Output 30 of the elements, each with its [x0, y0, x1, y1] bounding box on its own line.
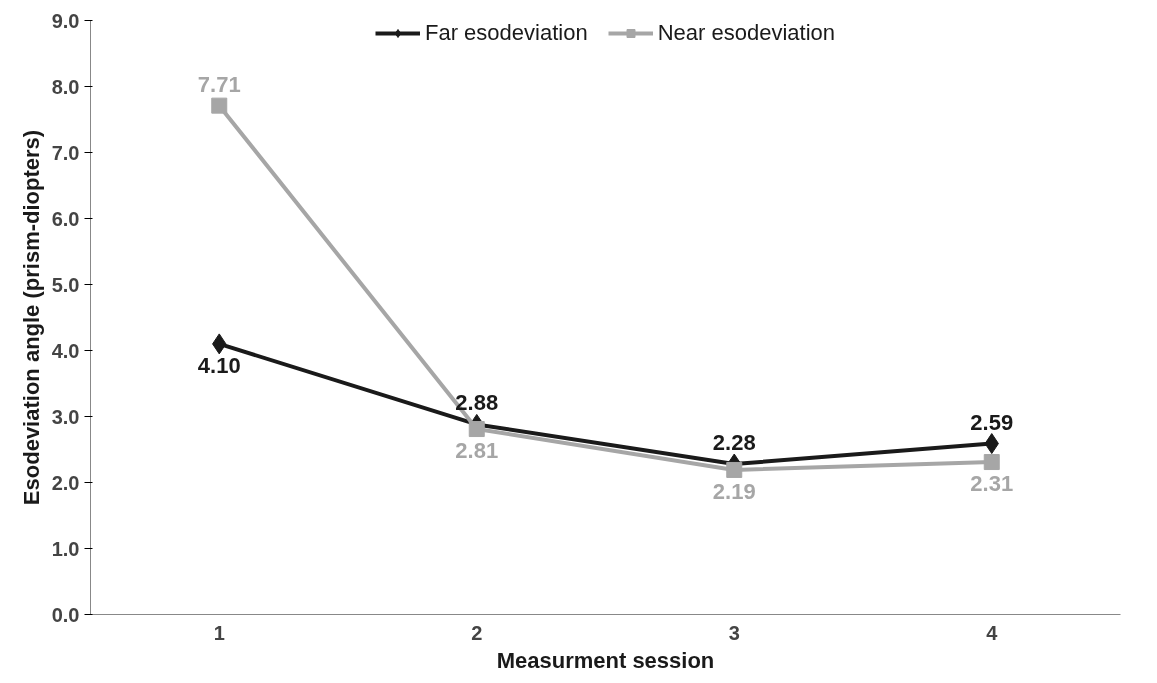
data-label: 4.10 [197, 352, 241, 378]
data-label: 2.19 [712, 478, 756, 504]
y-tick-label: 9.0 [51, 9, 80, 32]
y-tick-label: 0.0 [51, 603, 80, 626]
data-label: 7.71 [197, 71, 241, 97]
y-tick-label: 1.0 [51, 537, 80, 560]
data-label: 2.81 [455, 438, 499, 464]
y-tick-label: 8.0 [51, 75, 80, 98]
x-tick-label: 4 [986, 621, 999, 644]
y-tick-label: 4.0 [51, 339, 80, 362]
y-axis-title: Esodeviation angle (prism-diopters) [18, 129, 44, 506]
y-tick-label: 7.0 [51, 141, 80, 164]
data-label: 2.59 [970, 409, 1014, 435]
point [468, 421, 485, 438]
x-axis-title: Measurment session [496, 647, 715, 673]
y-tick-label: 5.0 [51, 273, 80, 296]
y-tick-label: 3.0 [51, 405, 80, 428]
x-tick-label: 1 [213, 621, 225, 644]
legend-label: Far esodeviation [425, 20, 588, 46]
point [211, 97, 228, 114]
legend-label: Near esodeviation [657, 20, 835, 46]
y-tick-label: 6.0 [51, 207, 80, 230]
y-tick-label: 2.0 [51, 471, 80, 494]
data-label: 2.31 [970, 471, 1014, 497]
x-tick-label: 2 [471, 621, 483, 644]
point [726, 461, 743, 478]
data-label: 2.28 [712, 430, 756, 456]
data-label: 2.88 [455, 390, 499, 416]
x-tick-label: 3 [728, 621, 740, 644]
point [983, 454, 1000, 471]
